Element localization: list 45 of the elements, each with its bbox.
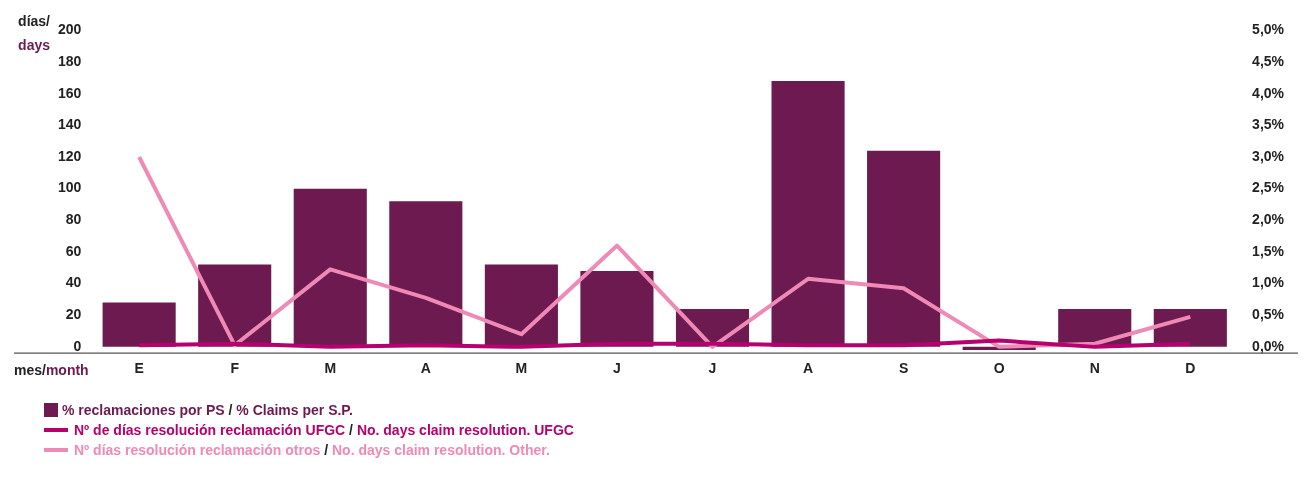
legend-label: Nº de días resolución reclamación UFGC / No. days claim resolution. UFGC — [74, 422, 574, 438]
x-tick-label: O — [993, 360, 1005, 377]
y2-tick-label: 0,0% — [1252, 337, 1285, 354]
x-tick-label: A — [803, 360, 814, 377]
y2-tick-label: 1,0% — [1252, 274, 1285, 291]
bar — [867, 150, 941, 347]
y-tick-label: 160 — [58, 84, 82, 101]
bar — [580, 270, 654, 347]
bar — [389, 201, 463, 347]
x-tick-label: M — [324, 360, 337, 377]
x-tick-label: F — [230, 360, 240, 377]
y2-tick-label: 2,0% — [1252, 211, 1285, 228]
y2-tick-label: 3,0% — [1252, 147, 1285, 164]
y2-tick-label: 2,5% — [1252, 179, 1285, 196]
y2-tick-label: 3,5% — [1252, 116, 1285, 133]
y2-tick-label: 4,5% — [1252, 52, 1285, 69]
bar — [484, 264, 558, 347]
x-tick-label: J — [613, 360, 621, 377]
legend-label: Nº días resolución reclamación otros / No. days claim resolution. Other. — [74, 442, 550, 458]
y2-tick-label: 0,5% — [1252, 306, 1285, 323]
bar — [102, 302, 176, 347]
x-tick-label: E — [134, 360, 144, 377]
y-tick-label: 80 — [65, 211, 82, 228]
legend-label: % reclamaciones por PS / % Claims per S.P. — [62, 402, 353, 418]
y-tick-label: 120 — [58, 147, 82, 164]
y-tick-label: 20 — [65, 306, 82, 323]
y-tick-label: 0 — [73, 337, 82, 354]
y-tick-label: 100 — [58, 179, 82, 196]
y2-tick-label: 4,0% — [1252, 84, 1285, 101]
x-tick-label: S — [898, 360, 909, 377]
y-tick-label: 140 — [58, 116, 82, 133]
y-tick-label: 180 — [58, 52, 82, 69]
x-tick-label: D — [1185, 360, 1196, 377]
x-axis-title: mes/month — [14, 362, 89, 379]
x-tick-label: M — [515, 360, 528, 377]
y-tick-label: 60 — [65, 242, 82, 259]
x-tick-label: N — [1089, 360, 1100, 377]
y2-tick-label: 1,5% — [1252, 242, 1285, 259]
x-tick-label: J — [708, 360, 717, 377]
x-tick-label: A — [420, 360, 431, 377]
bar — [293, 188, 367, 347]
y-tick-label: 200 — [58, 21, 82, 38]
y-axis-title: días/ days — [18, 12, 51, 53]
y-tick-label: 40 — [65, 274, 82, 291]
y2-tick-label: 5,0% — [1252, 21, 1285, 38]
